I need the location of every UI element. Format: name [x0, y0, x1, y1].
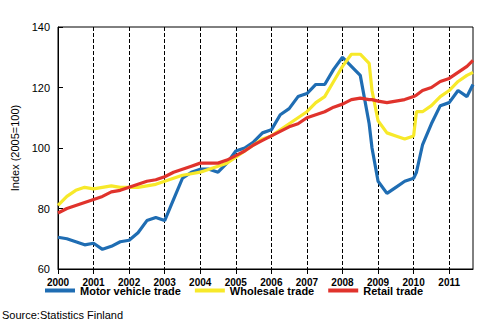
svg-text:Retail trade: Retail trade	[363, 285, 423, 297]
svg-text:2003: 2003	[153, 276, 176, 288]
svg-text:100: 100	[32, 142, 50, 154]
svg-text:2002: 2002	[118, 276, 141, 288]
svg-text:2006: 2006	[260, 276, 283, 288]
svg-text:Wholesale trade: Wholesale trade	[230, 285, 314, 297]
svg-text:2007: 2007	[295, 276, 319, 288]
svg-text:2010: 2010	[402, 276, 425, 288]
svg-text:2009: 2009	[366, 276, 390, 288]
svg-text:Motor vehicle trade: Motor vehicle trade	[80, 285, 181, 297]
svg-text:2005: 2005	[224, 276, 247, 288]
svg-text:140: 140	[32, 21, 50, 33]
svg-text:120: 120	[32, 82, 50, 94]
svg-text:2001: 2001	[82, 276, 105, 288]
svg-text:60: 60	[38, 263, 50, 275]
svg-text:2011: 2011	[438, 277, 460, 288]
svg-text:2000: 2000	[47, 277, 70, 288]
svg-text:2008: 2008	[331, 277, 354, 288]
svg-text:Index (2005=100): Index (2005=100)	[9, 105, 21, 192]
svg-text:2004: 2004	[189, 277, 212, 288]
svg-text:Source:Statistics Finland: Source:Statistics Finland	[2, 309, 123, 321]
svg-text:80: 80	[38, 203, 50, 215]
